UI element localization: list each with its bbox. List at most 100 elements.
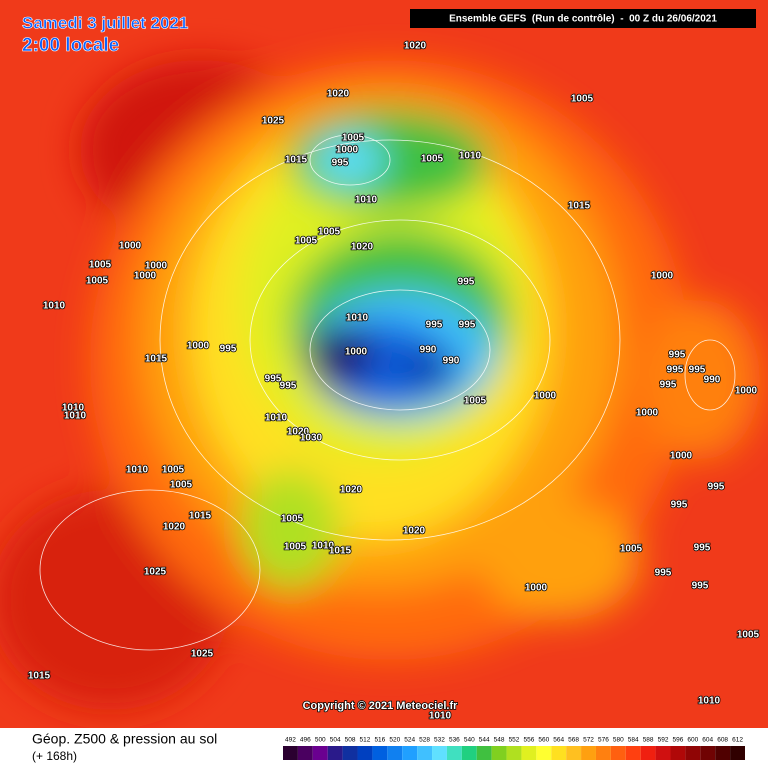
isobar-label: 1000 <box>145 261 168 272</box>
isobar-label: 1025 <box>191 649 214 660</box>
colorbar-label: 584 <box>628 737 639 744</box>
isobar-label: 1020 <box>404 41 427 52</box>
colorbar-swatch <box>402 746 418 760</box>
colorbar-swatch <box>670 746 686 760</box>
colorbar-label: 504 <box>330 737 341 744</box>
isobar-label: 1005 <box>284 542 307 553</box>
colorbar-label: 572 <box>583 737 594 744</box>
colorbar-label: 596 <box>673 737 684 744</box>
colorbar-swatch <box>446 746 462 760</box>
isobar-label: 1005 <box>571 94 594 105</box>
isobar-label: 1005 <box>170 480 193 491</box>
colorbar-label: 516 <box>374 737 385 744</box>
colorbar-label: 604 <box>702 737 713 744</box>
isobar-label: 1000 <box>119 241 142 252</box>
colorbar-swatch <box>387 746 403 760</box>
colorbar-label: 580 <box>613 737 624 744</box>
colorbar-swatch <box>521 746 537 760</box>
copyright: Copyright © 2021 Meteociel.fr <box>303 700 459 712</box>
isobar-label: 995 <box>426 320 443 331</box>
isobar-label: 1015 <box>28 671 51 682</box>
lead-time: (+ 168h) <box>32 749 77 763</box>
colorbar-swatch <box>491 746 507 760</box>
isobar-label: 995 <box>689 365 706 376</box>
colorbar-label: 564 <box>553 737 564 744</box>
isobar-label: 995 <box>694 543 711 554</box>
isobar-label: 1005 <box>89 260 112 271</box>
isobar-label: 1005 <box>737 630 760 641</box>
isobar-label: 1015 <box>329 546 352 557</box>
colorbar-label: 544 <box>479 737 490 744</box>
run-box <box>410 9 756 28</box>
local-time: 2:00 locale <box>22 35 119 56</box>
colorbar-label: 536 <box>449 737 460 744</box>
isobar-label: 1000 <box>345 347 368 358</box>
colorbar-swatch <box>476 746 492 760</box>
map-field <box>0 0 768 728</box>
colorbar-label: 552 <box>509 737 520 744</box>
isobar-label: 1005 <box>86 276 109 287</box>
isobar-label: 1020 <box>287 427 310 438</box>
isobar-label: 990 <box>420 345 437 356</box>
colorbar-label: 568 <box>568 737 579 744</box>
colorbar-swatch <box>312 746 328 760</box>
isobar-label: 995 <box>220 344 237 355</box>
isobar-label: 995 <box>708 482 725 493</box>
run-info: Ensemble GEFS (Run de contrôle) - 00 Z d… <box>449 14 717 25</box>
colorbar-label: 496 <box>300 737 311 744</box>
isobar-label: 1015 <box>189 511 212 522</box>
colorbar-swatch <box>595 746 611 760</box>
date: Samedi 3 juillet 2021 <box>22 13 188 32</box>
isobar-label: 1000 <box>636 408 659 419</box>
isobar-label: 1000 <box>187 341 210 352</box>
colorbar-swatch <box>432 746 447 760</box>
isobar-label: 1010 <box>459 151 482 162</box>
isobar-label: 1020 <box>351 242 374 253</box>
colorbar-label: 548 <box>494 737 505 744</box>
isobar-label: 1010 <box>43 301 66 312</box>
colorbar-swatch <box>625 746 641 760</box>
colorbar-swatch <box>417 746 433 760</box>
isobar-label: 1000 <box>134 271 157 282</box>
isobar-label: 995 <box>669 350 686 361</box>
colorbar-label: 592 <box>658 737 669 744</box>
isobar-label: 1010 <box>62 403 85 414</box>
colorbar-swatch <box>730 746 745 760</box>
isobar-label: 1005 <box>464 396 487 407</box>
colorbar-label: 520 <box>389 737 400 744</box>
isobar-label: 1010 <box>346 313 369 324</box>
colorbar-swatch <box>566 746 582 760</box>
isobar-label: 990 <box>443 356 460 367</box>
isobar-label: 1005 <box>342 133 365 144</box>
colorbar-label: 540 <box>464 737 475 744</box>
isobar-label: 1000 <box>525 583 548 594</box>
colorbar-label: 500 <box>315 737 326 744</box>
colorbar-swatch <box>506 746 522 760</box>
isobar-label: 1005 <box>620 544 643 555</box>
colorbar-swatch <box>461 746 477 760</box>
isobar-label: 1000 <box>735 386 758 397</box>
isobar-label: 1025 <box>144 567 167 578</box>
isobar-label: 995 <box>692 581 709 592</box>
colorbar-label: 524 <box>404 737 415 744</box>
isobar-label: 1015 <box>568 201 591 212</box>
isobar-label: 995 <box>667 365 684 376</box>
colorbar-label: 612 <box>732 737 743 744</box>
colorbar-swatch <box>610 746 626 760</box>
isobar-label: 995 <box>655 568 672 579</box>
isobar-label: 1015 <box>285 155 308 166</box>
colorbar-label: 576 <box>598 737 609 744</box>
isobar-label: 1000 <box>670 451 693 462</box>
isobar-label: 1020 <box>340 485 363 496</box>
colorbar-swatch <box>327 746 343 760</box>
isobar-label: 995 <box>458 277 475 288</box>
colorbar-swatch <box>581 746 596 760</box>
isobar-label: 990 <box>704 375 721 386</box>
isobar-label: 1005 <box>295 236 318 247</box>
colorbar-swatch <box>283 746 298 760</box>
colorbar-swatch <box>551 746 567 760</box>
isobar-label: 1010 <box>126 465 149 476</box>
isobar-label: 1005 <box>281 514 304 525</box>
colorbar-label: 556 <box>523 737 534 744</box>
